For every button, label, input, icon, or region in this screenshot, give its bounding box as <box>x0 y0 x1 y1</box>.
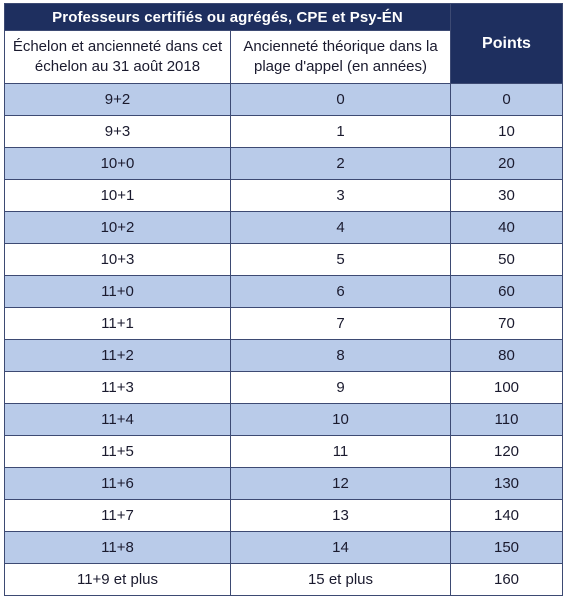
anciennete-cell: 4 <box>230 211 451 244</box>
echelon-cell: 9+3 <box>4 115 231 148</box>
anciennete-cell: 7 <box>230 307 451 340</box>
anciennete-cell: 10 <box>230 403 451 436</box>
table-row: 10+3 5 50 <box>4 243 563 276</box>
points-cell: 100 <box>450 371 563 404</box>
points-cell: 60 <box>450 275 563 308</box>
echelon-cell: 10+0 <box>4 147 231 180</box>
table-row: 11+1 7 70 <box>4 307 563 340</box>
table-row: 11+9 et plus 15 et plus 160 <box>4 563 563 596</box>
points-cell: 30 <box>450 179 563 212</box>
echelon-cell: 10+1 <box>4 179 231 212</box>
echelon-header: Échelon et ancienneté dans cet échelon a… <box>4 30 231 84</box>
points-cell: 120 <box>450 435 563 468</box>
echelon-cell: 10+3 <box>4 243 231 276</box>
echelon-cell: 11+0 <box>4 275 231 308</box>
anciennete-header: Ancienneté théorique dans la plage d'app… <box>230 30 451 84</box>
anciennete-cell: 1 <box>230 115 451 148</box>
echelon-cell: 9+2 <box>4 83 231 116</box>
points-cell: 50 <box>450 243 563 276</box>
points-table-container: Professeurs certifiés ou agrégés, CPE et… <box>4 3 563 596</box>
anciennete-cell: 13 <box>230 499 451 532</box>
anciennete-cell: 8 <box>230 339 451 372</box>
echelon-cell: 11+3 <box>4 371 231 404</box>
table-row: 11+6 12 130 <box>4 467 563 500</box>
table-row: 9+3 1 10 <box>4 115 563 148</box>
points-cell: 80 <box>450 339 563 372</box>
anciennete-cell: 0 <box>230 83 451 116</box>
anciennete-cell: 5 <box>230 243 451 276</box>
echelon-cell: 11+2 <box>4 339 231 372</box>
group-title: Professeurs certifiés ou agrégés, CPE et… <box>4 3 451 31</box>
points-table: Professeurs certifiés ou agrégés, CPE et… <box>4 3 563 596</box>
points-cell: 0 <box>450 83 563 116</box>
points-cell: 130 <box>450 467 563 500</box>
anciennete-cell: 2 <box>230 147 451 180</box>
table-row: 11+0 6 60 <box>4 275 563 308</box>
anciennete-cell: 6 <box>230 275 451 308</box>
points-header: Points <box>450 3 563 84</box>
table-row: 11+7 13 140 <box>4 499 563 532</box>
anciennete-cell: 11 <box>230 435 451 468</box>
table-row: 10+1 3 30 <box>4 179 563 212</box>
echelon-cell: 10+2 <box>4 211 231 244</box>
echelon-cell: 11+6 <box>4 467 231 500</box>
echelon-cell: 11+1 <box>4 307 231 340</box>
points-cell: 70 <box>450 307 563 340</box>
table-row: 9+2 0 0 <box>4 83 563 116</box>
echelon-cell: 11+7 <box>4 499 231 532</box>
table-row: 10+2 4 40 <box>4 211 563 244</box>
anciennete-cell: 9 <box>230 371 451 404</box>
table-row: 11+3 9 100 <box>4 371 563 404</box>
points-cell: 160 <box>450 563 563 596</box>
echelon-cell: 11+9 et plus <box>4 563 231 596</box>
table-row: 11+2 8 80 <box>4 339 563 372</box>
points-cell: 20 <box>450 147 563 180</box>
echelon-cell: 11+5 <box>4 435 231 468</box>
anciennete-cell: 3 <box>230 179 451 212</box>
points-cell: 140 <box>450 499 563 532</box>
table-row: 11+4 10 110 <box>4 403 563 436</box>
table-body: 9+2 0 0 9+3 1 10 10+0 2 20 10+1 3 30 10+2 4 40 10+3 5 50 1… <box>4 83 563 596</box>
table-row: 10+0 2 20 <box>4 147 563 180</box>
echelon-cell: 11+4 <box>4 403 231 436</box>
table-row: 11+5 11 120 <box>4 435 563 468</box>
points-cell: 10 <box>450 115 563 148</box>
points-cell: 110 <box>450 403 563 436</box>
points-cell: 40 <box>450 211 563 244</box>
anciennete-cell: 15 et plus <box>230 563 451 596</box>
anciennete-cell: 12 <box>230 467 451 500</box>
